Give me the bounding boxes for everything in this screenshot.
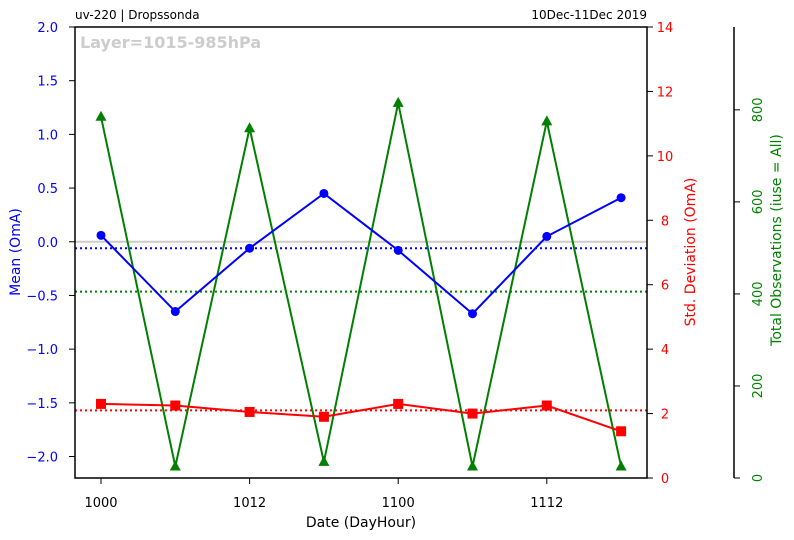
- point-right-2: [244, 406, 255, 417]
- point-right-5: [467, 408, 478, 419]
- point-right-7: [616, 426, 627, 437]
- outer-tick-label: 200: [751, 374, 766, 399]
- left-tick-label: −2.0: [26, 451, 58, 466]
- axes: 1000 1012 1100 1112−2.0−1.5−1.0−0.50.00.51.…: [26, 21, 766, 511]
- series-line-outer: [100, 102, 623, 467]
- x-tick-label: 1100: [382, 496, 415, 511]
- right-tick-label: 4: [661, 343, 669, 358]
- series-line-left: [100, 192, 622, 316]
- header-left: uv-220 | Dropssonda: [75, 8, 200, 22]
- left-tick-label: 0.5: [37, 182, 58, 197]
- outer-axis-label: Total Observations (iuse = All): [769, 134, 785, 347]
- point-left-4: [393, 245, 403, 255]
- left-tick-label: 2.0: [37, 21, 58, 36]
- x-tick-label: 1000: [84, 496, 117, 511]
- right-tick-label: 0: [661, 472, 669, 487]
- x-tick-label: 1112: [530, 496, 563, 511]
- point-left-5: [468, 309, 477, 319]
- layer-annotation: Layer=1015-985hPa: [80, 33, 261, 52]
- point-left-3: [319, 188, 329, 198]
- right-axis-label: Std. Deviation (OmA): [683, 178, 699, 327]
- point-outer-1: [169, 460, 181, 471]
- left-tick-label: −0.5: [26, 289, 58, 304]
- plot-frame: [74, 26, 648, 479]
- right-tick-label: 10: [657, 150, 674, 165]
- right-tick-label: 2: [661, 408, 669, 423]
- left-tick-label: 1.5: [37, 75, 58, 90]
- left-tick-label: −1.5: [26, 397, 58, 412]
- right-tick-label: 14: [657, 21, 674, 36]
- point-right-6: [541, 400, 552, 411]
- point-outer-4: [392, 96, 404, 107]
- outer-tick-label: 0: [751, 474, 766, 482]
- point-right-1: [170, 400, 181, 411]
- outer-tick-label: 800: [751, 97, 766, 122]
- point-outer-0: [95, 110, 107, 121]
- point-left-0: [96, 230, 106, 240]
- point-right-3: [318, 411, 329, 422]
- left-tick-label: −1.0: [26, 343, 58, 358]
- point-left-7: [616, 193, 626, 203]
- right-tick-label: 12: [657, 85, 674, 100]
- x-tick-label: 1012: [233, 496, 266, 511]
- point-outer-5: [467, 460, 478, 471]
- point-outer-7: [615, 460, 627, 471]
- point-left-2: [245, 243, 255, 253]
- left-tick-label: 1.0: [37, 128, 58, 143]
- plot-area: [75, 96, 647, 471]
- point-outer-3: [318, 455, 330, 466]
- series-line-right: [100, 402, 622, 433]
- point-left-1: [170, 307, 180, 317]
- point-outer-6: [541, 115, 553, 126]
- point-right-0: [96, 398, 106, 409]
- x-axis-label: Date (DayHour): [306, 515, 416, 531]
- point-right-4: [393, 398, 404, 409]
- outer-tick-label: 600: [751, 189, 766, 214]
- point-left-6: [542, 231, 552, 241]
- left-axis-label: Mean (OmA): [8, 208, 24, 296]
- header-right: 10Dec-11Dec 2019: [531, 8, 647, 22]
- left-tick-label: 0.0: [37, 236, 58, 251]
- outer-tick-label: 400: [751, 282, 766, 307]
- right-tick-label: 6: [661, 279, 669, 294]
- right-tick-label: 8: [661, 214, 669, 229]
- point-outer-2: [244, 122, 256, 133]
